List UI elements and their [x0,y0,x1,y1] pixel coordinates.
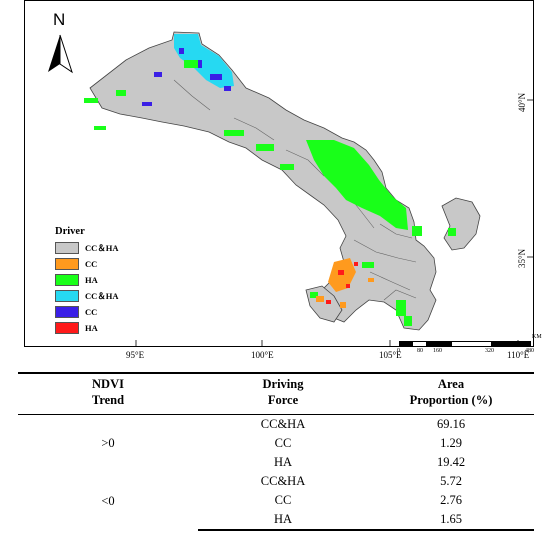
legend-item: CC [55,304,119,320]
lon-label-95: 95°E [126,350,145,360]
legend-item: CC＆HA [55,288,119,304]
header-area-proportion: Area Proportion (%) [368,373,534,415]
table-row: HA 19.42 [18,453,534,472]
legend-item: HA [55,272,119,288]
force-cell: CC&HA [260,474,306,488]
legend-swatch [55,290,79,302]
legend-label: CC＆HA [85,243,119,253]
legend-swatch [55,322,79,334]
legend-swatch [55,306,79,318]
force-cell: HA [198,510,368,531]
scale-tick-label: 480 [525,348,534,354]
legend-item: CC [55,256,119,272]
lon-label-100: 100°E [251,350,274,360]
table-row: <0 CC&HA 5.72 [18,472,534,508]
driver-area-table: NDVI Trend Driving Force Area Proportion… [18,372,534,531]
header-ndvi-trend: NDVI Trend [18,373,198,415]
legend-label: HA [85,323,98,333]
area-cell: 19.42 [436,455,466,469]
scale-tick-label: 160 [433,348,442,354]
lat-label-35: 35°N [517,248,527,268]
table-row: >0 CC&HA 69.16 [18,415,534,450]
north-label: N [53,10,66,29]
blue-patches [142,48,231,106]
table-row: CC 1.29 [18,434,534,453]
force-cell: CC [274,493,292,507]
province-shape [89,31,437,331]
scale-tick-label: 80 [417,348,423,354]
table-header-row: NDVI Trend Driving Force Area Proportion… [18,373,534,415]
area-cell: 69.16 [436,417,466,431]
force-cell: HA [273,455,293,469]
legend-swatch [55,242,79,254]
legend-swatch [55,258,79,270]
lat-label-40: 40°N [517,92,527,112]
gansu-map [24,0,534,347]
table-row: CC 2.76 [18,491,534,510]
trend-cell: >0 [101,436,115,450]
map-legend: Driver CC＆HA CC HA CC＆HA CC HA [55,226,119,336]
east-lobe [441,197,481,251]
area-cell: 1.65 [368,510,534,531]
red-patches [326,262,358,304]
scale-tick-label: 0 [397,348,400,354]
legend-label: CC [85,259,98,269]
header-driving-force: Driving Force [198,373,368,415]
force-cell: CC&HA [260,417,306,431]
trend-cell: <0 [101,493,115,508]
north-arrow-icon [48,34,73,74]
table-row: HA 1.65 [18,510,534,531]
scale-bar-segments [399,341,531,347]
area-cell: 5.72 [440,474,462,488]
area-cell: 1.29 [440,436,462,450]
legend-item: CC＆HA [55,240,119,256]
legend-title: Driver [55,226,85,237]
legend-label: CC [85,307,98,317]
legend-swatch [55,274,79,286]
legend-label: HA [85,275,98,285]
map-panel: N 40°N 35°N Driver CC＆HA CC HA CC＆HA CC … [24,0,542,354]
scale-unit: KM [532,334,542,340]
area-cell: 2.76 [440,493,462,507]
green-patches [84,60,456,326]
lon-label-105: 105°E [379,350,402,360]
legend-label: CC＆HA [85,291,119,301]
lon-label-110: 110°E [507,350,530,360]
scale-tick-label: 320 [485,348,494,354]
legend-item: HA [55,320,119,336]
map-border [24,0,534,347]
scale-bar: KM 0 80 160 320 480 [397,334,542,355]
scale-ticks: 0 80 160 320 480 [397,347,534,355]
force-cell: CC [274,436,292,450]
